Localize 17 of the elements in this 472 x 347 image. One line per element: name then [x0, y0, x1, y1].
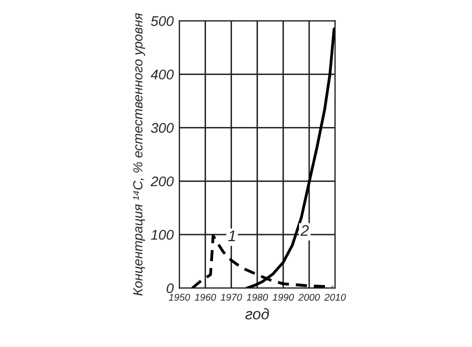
y-tick-label: 0 — [166, 283, 174, 294]
annotation: 2 — [300, 225, 309, 236]
y-tick-label: 500 — [150, 16, 174, 26]
y-axis-title: Концентрация ¹⁴C, % естественного уровня — [133, 13, 146, 296]
y-tick-label: 100 — [150, 230, 174, 240]
x-tick-label: 2010 — [324, 294, 346, 301]
x-tick-label: 1980 — [246, 294, 268, 301]
x-axis-title: год — [245, 308, 269, 320]
y-tick-label: 200 — [150, 176, 174, 186]
x-tick-label: 1950 — [168, 294, 190, 301]
x-tick-label: 1970 — [220, 294, 242, 301]
x-tick-label: 1960 — [194, 294, 216, 301]
x-tick-label: 1990 — [272, 294, 294, 301]
x-tick-label: 2000 — [298, 294, 320, 301]
annotation: 1 — [228, 230, 236, 242]
y-tick-label: 300 — [150, 123, 174, 133]
y-tick-label: 400 — [150, 70, 174, 80]
